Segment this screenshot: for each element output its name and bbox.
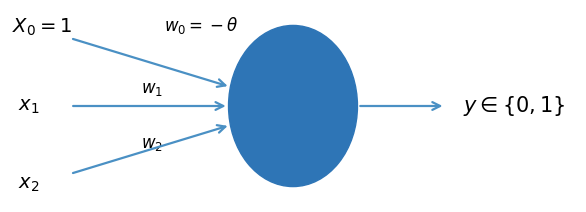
Text: $w_0 = -\theta$: $w_0 = -\theta$ bbox=[164, 15, 239, 36]
Text: $y \in \{0,1\}$: $y \in \{0,1\}$ bbox=[463, 94, 565, 118]
FancyArrowPatch shape bbox=[360, 102, 440, 110]
FancyArrowPatch shape bbox=[73, 125, 226, 173]
FancyArrowPatch shape bbox=[73, 102, 223, 110]
Text: $w_2$: $w_2$ bbox=[141, 135, 162, 153]
Ellipse shape bbox=[229, 25, 357, 187]
Text: $w_1$: $w_1$ bbox=[141, 80, 162, 98]
Text: $x_2$: $x_2$ bbox=[18, 175, 39, 194]
Text: $x_1$: $x_1$ bbox=[18, 96, 39, 116]
FancyArrowPatch shape bbox=[73, 39, 226, 87]
Text: $X_0 = 1$: $X_0 = 1$ bbox=[12, 17, 71, 38]
